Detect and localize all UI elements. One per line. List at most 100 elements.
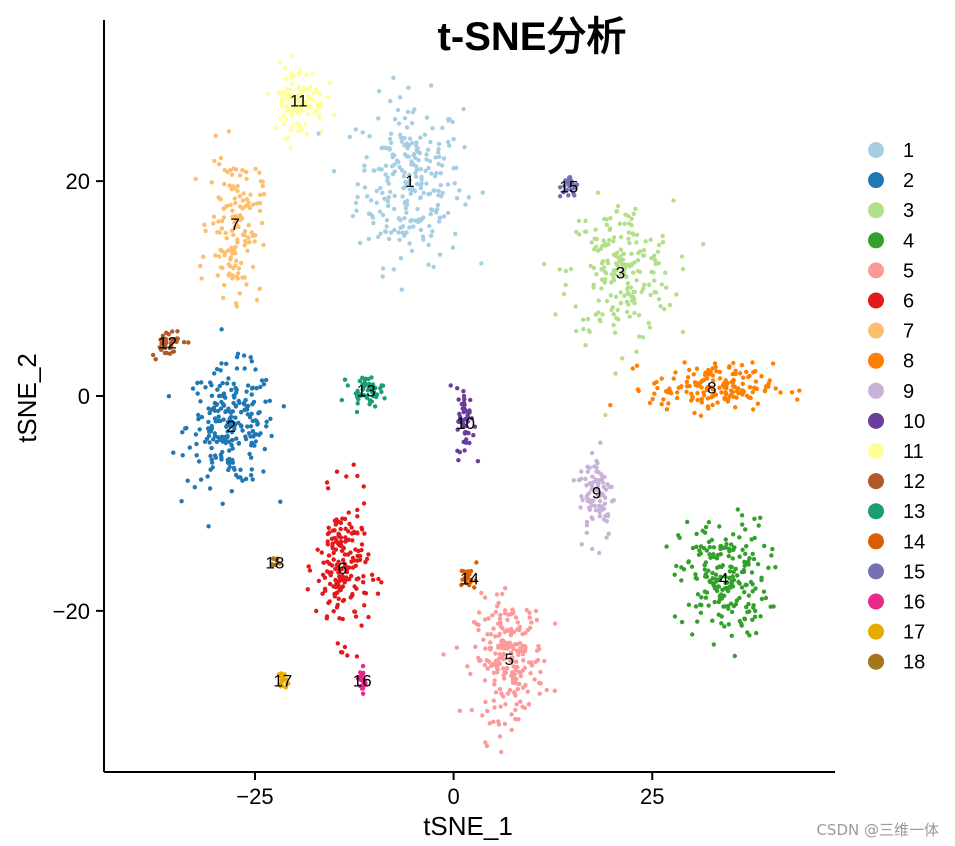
- point-cluster-8: [795, 397, 800, 402]
- point-cluster-1: [436, 161, 441, 167]
- point-cluster-4: [718, 592, 724, 597]
- point-cluster-2: [231, 400, 236, 406]
- point-cluster-5: [488, 632, 494, 637]
- point-cluster-1: [428, 83, 434, 88]
- point-cluster-2: [241, 353, 247, 358]
- point-cluster-4: [726, 622, 731, 627]
- point-cluster-1: [428, 212, 433, 217]
- point-cluster-2: [180, 430, 185, 435]
- point-cluster-6: [337, 616, 342, 621]
- point-cluster-4: [744, 544, 749, 549]
- point-cluster-6: [322, 575, 328, 580]
- point-cluster-11: [308, 95, 313, 100]
- point-cluster-1: [316, 131, 321, 136]
- point-cluster-9: [587, 507, 593, 512]
- point-cluster-3: [634, 232, 640, 237]
- point-cluster-9: [604, 519, 609, 524]
- point-cluster-9: [606, 531, 611, 536]
- point-cluster-10: [461, 409, 466, 415]
- point-cluster-6: [354, 654, 360, 659]
- point-cluster-3: [588, 263, 593, 269]
- point-cluster-6: [347, 521, 352, 527]
- point-cluster-7: [240, 275, 245, 280]
- point-cluster-7: [229, 187, 235, 192]
- point-cluster-11: [298, 91, 304, 96]
- point-cluster-8: [710, 394, 716, 399]
- point-cluster-6: [325, 569, 330, 574]
- point-cluster-15: [569, 187, 574, 193]
- legend-swatch-8: [868, 352, 884, 369]
- point-cluster-1: [398, 95, 403, 100]
- point-cluster-1: [451, 166, 456, 171]
- point-cluster-8: [737, 371, 743, 376]
- point-cluster-3: [662, 306, 667, 312]
- point-cluster-8: [736, 386, 741, 391]
- point-cluster-7: [238, 260, 244, 266]
- point-cluster-2: [215, 435, 221, 440]
- point-cluster-4: [685, 519, 690, 525]
- point-cluster-9: [579, 542, 584, 547]
- point-cluster-11: [279, 101, 285, 106]
- point-cluster-1: [429, 171, 434, 176]
- point-cluster-2: [207, 440, 212, 445]
- point-cluster-1: [392, 206, 397, 212]
- point-cluster-6: [363, 591, 369, 596]
- point-cluster-5: [493, 658, 499, 663]
- point-cluster-1: [436, 193, 441, 198]
- point-cluster-2: [196, 459, 202, 464]
- point-cluster-13: [358, 393, 364, 398]
- point-cluster-3: [629, 251, 634, 256]
- point-cluster-7: [203, 228, 208, 234]
- point-cluster-5: [483, 699, 488, 705]
- point-cluster-5: [512, 642, 517, 647]
- cluster-label-11: 11: [290, 92, 308, 111]
- point-cluster-3: [576, 232, 582, 237]
- point-cluster-7: [247, 240, 252, 245]
- point-cluster-3: [613, 294, 619, 299]
- point-cluster-4: [729, 581, 734, 586]
- point-cluster-8: [740, 392, 745, 397]
- point-cluster-3: [647, 282, 652, 287]
- point-cluster-7: [234, 219, 239, 225]
- point-cluster-5: [500, 626, 505, 631]
- point-cluster-3: [576, 218, 582, 224]
- point-cluster-11: [283, 97, 288, 102]
- point-cluster-3: [632, 310, 637, 316]
- point-cluster-2: [264, 424, 269, 429]
- point-cluster-10: [456, 397, 461, 402]
- point-cluster-7: [241, 191, 246, 196]
- point-cluster-8: [744, 369, 749, 375]
- point-cluster-4: [727, 575, 732, 581]
- point-cluster-3: [631, 232, 636, 237]
- point-cluster-11: [310, 70, 316, 76]
- point-cluster-5: [527, 625, 533, 631]
- point-cluster-1: [392, 117, 398, 122]
- point-cluster-6: [331, 557, 336, 562]
- point-cluster-4: [743, 527, 748, 532]
- point-cluster-8: [684, 389, 689, 394]
- point-cluster-10: [455, 386, 460, 391]
- point-cluster-2: [197, 427, 202, 432]
- point-cluster-3: [641, 247, 647, 253]
- point-cluster-4: [693, 572, 698, 577]
- point-cluster-11: [290, 123, 296, 128]
- point-cluster-2: [249, 411, 254, 416]
- point-cluster-3: [653, 258, 658, 263]
- point-cluster-1: [422, 132, 428, 137]
- point-cluster-1: [462, 145, 467, 150]
- point-cluster-6: [349, 559, 354, 564]
- point-cluster-9: [584, 519, 590, 525]
- point-cluster-2: [245, 424, 250, 429]
- point-cluster-2: [229, 387, 234, 393]
- point-cluster-2: [229, 489, 234, 494]
- point-cluster-1: [407, 178, 412, 183]
- point-cluster-4: [746, 562, 751, 567]
- point-cluster-1: [419, 181, 424, 186]
- point-cluster-1: [362, 168, 367, 173]
- point-cluster-11: [289, 54, 295, 59]
- point-cluster-3: [573, 304, 578, 309]
- point-cluster-2: [268, 416, 273, 421]
- point-cluster-5: [465, 664, 470, 669]
- point-cluster-3: [622, 262, 627, 267]
- point-cluster-4: [752, 614, 758, 619]
